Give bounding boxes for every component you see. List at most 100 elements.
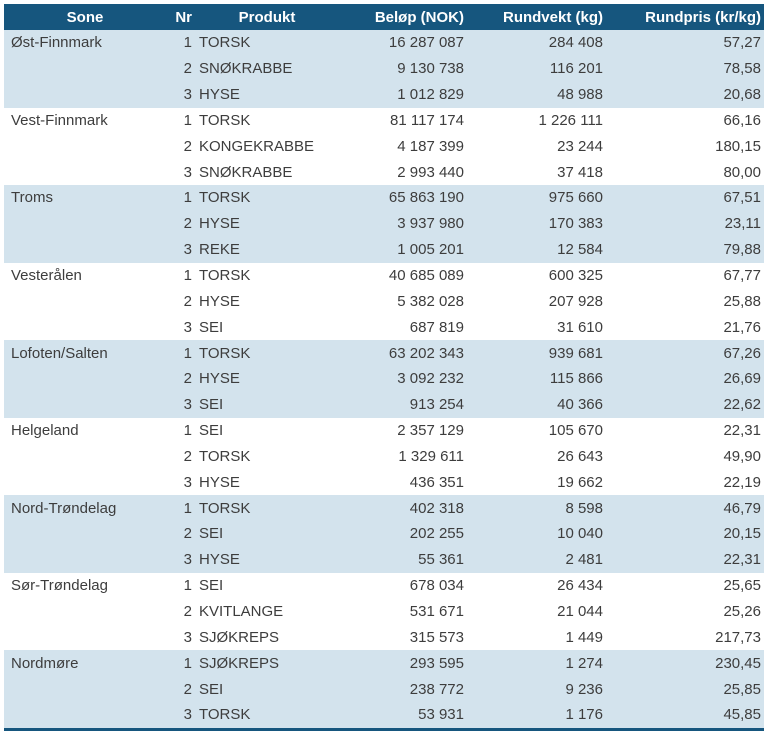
cell-belop: 678 034 <box>409 577 464 595</box>
cell-rundvekt: 21 044 <box>557 602 603 620</box>
cell-produkt: SNØKRABBE <box>199 60 293 78</box>
cell-belop: 531 671 <box>409 602 464 620</box>
cell-produkt: HYSE <box>199 473 240 491</box>
cell-belop: 202 255 <box>409 525 464 543</box>
cell-rundpris: 67,51 <box>723 189 761 207</box>
cell-produkt: SNØKRABBE <box>199 163 293 181</box>
cell-belop: 436 351 <box>409 473 464 491</box>
table-row: 3 REKE 1 005 201 12 584 79,88 <box>4 236 764 263</box>
cell-belop: 1 329 611 <box>398 447 464 465</box>
cell-produkt: TORSK <box>199 344 251 362</box>
cell-produkt: SEI <box>199 422 224 440</box>
cell-produkt: SEI <box>199 680 224 698</box>
cell-nr: 1 <box>183 422 192 440</box>
cell-belop: 238 772 <box>409 680 464 698</box>
cell-rundvekt: 10 040 <box>557 525 603 543</box>
cell-sone: Nordmøre <box>11 654 79 672</box>
cell-nr: 3 <box>183 318 192 336</box>
cell-rundvekt: 116 201 <box>549 60 603 78</box>
cell-belop: 4 187 399 <box>397 137 464 155</box>
cell-rundpris: 20,68 <box>723 86 761 104</box>
cell-nr: 3 <box>183 241 192 259</box>
cell-belop: 1 012 829 <box>397 86 464 104</box>
cell-nr: 1 <box>183 34 192 52</box>
table-row: 2 TORSK 1 329 611 26 643 49,90 <box>4 443 764 470</box>
cell-produkt: HYSE <box>199 215 240 233</box>
cell-nr: 2 <box>183 680 192 698</box>
cell-rundpris: 46,79 <box>723 499 761 517</box>
cell-rundpris: 25,65 <box>723 577 761 595</box>
cell-belop: 9 130 738 <box>397 60 464 78</box>
cell-produkt: SEI <box>199 577 224 595</box>
cell-nr: 2 <box>183 60 192 78</box>
cell-rundvekt: 939 681 <box>548 344 603 362</box>
cell-produkt: TORSK <box>199 189 251 207</box>
cell-belop: 81 117 174 <box>390 111 464 129</box>
cell-belop: 402 318 <box>409 499 464 517</box>
cell-rundvekt: 1 449 <box>565 628 603 646</box>
cell-produkt: SJØKREPS <box>199 628 280 646</box>
column-header-nr: Nr <box>175 8 192 26</box>
table-row: 3 SNØKRABBE 2 993 440 37 418 80,00 <box>4 159 764 186</box>
cell-rundvekt: 284 408 <box>548 34 603 52</box>
table-row: 3 TORSK 53 931 1 176 45,85 <box>4 701 764 728</box>
column-header-rundpris: Rundpris (kr/kg) <box>645 8 761 26</box>
cell-belop: 5 382 028 <box>397 292 464 310</box>
cell-belop: 3 092 232 <box>397 370 464 388</box>
cell-belop: 293 595 <box>409 654 464 672</box>
cell-rundvekt: 31 610 <box>557 318 603 336</box>
cell-belop: 53 931 <box>418 706 464 724</box>
cell-produkt: SJØKREPS <box>199 654 280 672</box>
table-row: 3 SJØKREPS 315 573 1 449 217,73 <box>4 624 764 651</box>
cell-rundvekt: 115 866 <box>549 370 603 388</box>
table-row: 3 HYSE 1 012 829 48 988 20,68 <box>4 81 764 108</box>
cell-nr: 1 <box>183 189 192 207</box>
column-header-rundvekt: Rundvekt (kg) <box>502 8 603 26</box>
cell-produkt: HYSE <box>199 370 240 388</box>
cell-rundpris: 22,19 <box>723 473 761 491</box>
cell-rundvekt: 2 481 <box>565 551 603 569</box>
cell-rundvekt: 1 274 <box>565 654 603 672</box>
cell-belop: 65 863 190 <box>388 189 464 207</box>
cell-rundpris: 78,58 <box>723 60 761 78</box>
cell-nr: 1 <box>183 577 192 595</box>
cell-rundpris: 79,88 <box>723 241 761 259</box>
cell-nr: 3 <box>183 473 192 491</box>
cell-nr: 2 <box>183 215 192 233</box>
cell-produkt: SEI <box>199 525 224 543</box>
cell-produkt: HYSE <box>199 86 240 104</box>
cell-sone: Vesterålen <box>11 267 82 285</box>
cell-belop: 315 573 <box>409 628 464 646</box>
cell-rundvekt: 1 176 <box>565 706 603 724</box>
cell-rundpris: 22,31 <box>723 422 761 440</box>
cell-belop: 1 005 201 <box>397 241 464 259</box>
cell-rundvekt: 26 434 <box>557 577 603 595</box>
cell-rundpris: 20,15 <box>723 525 761 543</box>
cell-nr: 3 <box>183 396 192 414</box>
cell-nr: 1 <box>183 267 192 285</box>
table-row: Nordmøre 1 SJØKREPS 293 595 1 274 230,45 <box>4 650 764 677</box>
cell-nr: 2 <box>183 370 192 388</box>
table-row: 3 SEI 687 819 31 610 21,76 <box>4 314 764 341</box>
column-header-produkt: Produkt <box>238 8 296 26</box>
cell-produkt: SEI <box>199 318 224 336</box>
table-row: Sør-Trøndelag 1 SEI 678 034 26 434 25,65 <box>4 572 764 599</box>
cell-sone: Troms <box>11 189 53 207</box>
cell-sone: Helgeland <box>11 422 79 440</box>
table-row: Vest-Finnmark 1 TORSK 81 117 174 1 226 111 66… <box>4 107 764 134</box>
cell-nr: 3 <box>183 163 192 181</box>
column-header-sone: Sone <box>66 8 104 26</box>
cell-rundvekt: 600 325 <box>548 267 603 285</box>
cell-nr: 1 <box>183 344 192 362</box>
cell-rundvekt: 26 643 <box>557 447 603 465</box>
cell-rundpris: 180,15 <box>715 137 761 155</box>
cell-nr: 2 <box>183 447 192 465</box>
cell-rundvekt: 9 236 <box>565 680 603 698</box>
table-row: 2 KONGEKRABBE 4 187 399 23 244 180,15 <box>4 133 764 160</box>
table-row: 3 SEI 913 254 40 366 22,62 <box>4 391 764 418</box>
cell-rundpris: 25,88 <box>723 292 761 310</box>
table-row: 2 HYSE 3 937 980 170 383 23,11 <box>4 210 764 237</box>
cell-belop: 55 361 <box>418 551 464 569</box>
cell-produkt: TORSK <box>199 706 251 724</box>
